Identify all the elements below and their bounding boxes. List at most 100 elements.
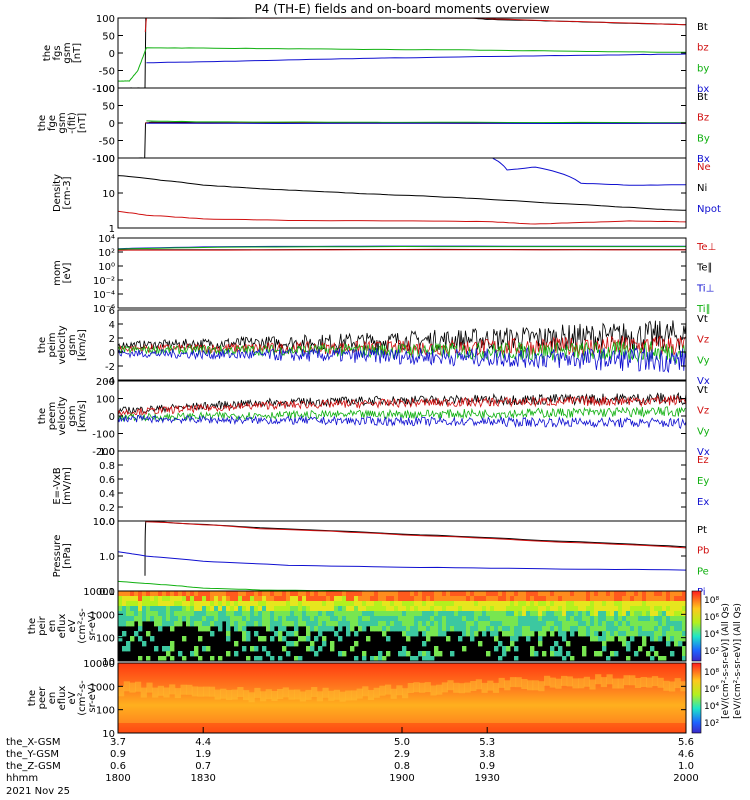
spectrogram-cell (386, 626, 391, 632)
spectrogram-cell (530, 631, 535, 637)
spectrogram-cell (422, 611, 427, 617)
spectrogram-cell (466, 621, 471, 627)
spectrogram-cell (218, 616, 223, 622)
spectrogram-cell (262, 606, 267, 612)
spectrogram-band (288, 689, 295, 700)
y-axis-label: Density[cm-3] (52, 174, 73, 212)
spectrogram-cell (558, 646, 563, 652)
spectrogram-cell (494, 591, 499, 597)
spectrogram-cell (662, 631, 667, 637)
y-axis-label-line: [nT] (77, 113, 88, 133)
spectrogram-cell (650, 591, 655, 597)
spectrogram-band (561, 675, 568, 686)
spectrogram-cell (638, 606, 643, 612)
spectrogram-cell (190, 611, 195, 617)
y-axis-label-line: the (37, 337, 48, 353)
spectrogram-cell (166, 606, 171, 612)
spectrogram-cell (578, 596, 583, 602)
spectrogram-cell (430, 601, 435, 607)
spectrogram-cell (342, 611, 347, 617)
spectrogram-cell (158, 606, 163, 612)
legend-ex: Ex (697, 497, 709, 508)
spectrogram-cell (274, 606, 279, 612)
spectrogram-cell (498, 626, 503, 632)
x-row-label: the_X-GSM (6, 737, 60, 748)
spectrogram-cell (230, 606, 235, 612)
y-tick-label: -200 (92, 447, 115, 458)
spectrogram-cell (142, 641, 147, 647)
spectrogram-cell (182, 636, 187, 642)
spectrogram-band (595, 674, 602, 685)
spectrogram-electron (118, 663, 686, 733)
spectrogram-cell (374, 621, 379, 627)
spectrogram-cell (674, 591, 679, 597)
spectrogram-cell (634, 631, 639, 637)
spectrogram-cell (166, 601, 171, 607)
spectrogram-cell (226, 596, 231, 602)
spectrogram-cell (570, 631, 575, 637)
spectrogram-cell (626, 656, 631, 661)
y-tick-label: 1000 (90, 682, 115, 693)
spectrogram-cell (498, 596, 503, 602)
legend-bx: Bx (697, 154, 710, 165)
spectrogram-cell (314, 636, 319, 642)
spectrogram-cell (602, 616, 607, 622)
spectrogram-cell (674, 596, 679, 602)
spectrogram-cell (226, 651, 231, 657)
spectrogram-cell (614, 631, 619, 637)
spectrogram-cell (506, 591, 511, 597)
spectrogram-cell (666, 601, 671, 607)
spectrogram-cell (650, 631, 655, 637)
spectrogram-cell (366, 606, 371, 612)
spectrogram-cell (178, 606, 183, 612)
spectrogram-cell (458, 616, 463, 622)
spectrogram-cell (378, 626, 383, 632)
legend-npot: Npot (697, 204, 721, 215)
spectrogram-cell (590, 611, 595, 617)
spectrogram-cell (262, 646, 267, 652)
spectrogram-cell (166, 591, 171, 597)
spectrogram-cell (554, 621, 559, 627)
y-tick-label: 10⁻² (93, 276, 115, 287)
spectrogram-cell (550, 626, 555, 632)
colorbar-tick-label: 10⁸ (704, 668, 719, 678)
series-bz (144, 18, 686, 33)
spectrogram-cell (314, 591, 319, 597)
spectrogram-cell (474, 616, 479, 622)
spectrogram-cell (314, 611, 319, 617)
spectrogram-cell (450, 651, 455, 657)
spectrogram-cell (334, 611, 339, 617)
spectrogram-cell (234, 616, 239, 622)
spectrogram-cell (162, 616, 167, 622)
spectrogram-cell (486, 591, 491, 597)
colorbar-tick-label: 10⁴ (704, 702, 719, 712)
spectrogram-cell (530, 611, 535, 617)
spectrogram-cell (242, 636, 247, 642)
spectrogram-cell (118, 591, 123, 597)
spectrogram-cell (430, 606, 435, 612)
spectrogram-cell (598, 621, 603, 627)
spectrogram-cell (194, 596, 199, 602)
spectrogram-cell (606, 611, 611, 617)
colorbar-scale (691, 662, 702, 734)
spectrogram-cell (126, 641, 131, 647)
legend-ni: Ni (697, 183, 707, 194)
spectrogram-cell (478, 621, 483, 627)
spectrogram-cell (474, 626, 479, 632)
spectrogram-cell (162, 621, 167, 627)
spectrogram-band (578, 678, 585, 689)
spectrogram-cell (254, 646, 259, 652)
spectrogram-cell (438, 651, 443, 657)
spectrogram-cell (498, 591, 503, 597)
spectrogram-cell (674, 636, 679, 642)
spectrogram-cell (386, 616, 391, 622)
spectrogram-cell (650, 626, 655, 632)
spectrogram-cell (418, 611, 423, 617)
spectrogram-cell (658, 636, 663, 642)
spectrogram-cell (530, 621, 535, 627)
spectrogram-cell (150, 591, 155, 597)
spectrogram-cell (602, 591, 607, 597)
spectrogram-cell (574, 621, 579, 627)
spectrogram-cell (322, 591, 327, 597)
spectrogram-cell (578, 616, 583, 622)
